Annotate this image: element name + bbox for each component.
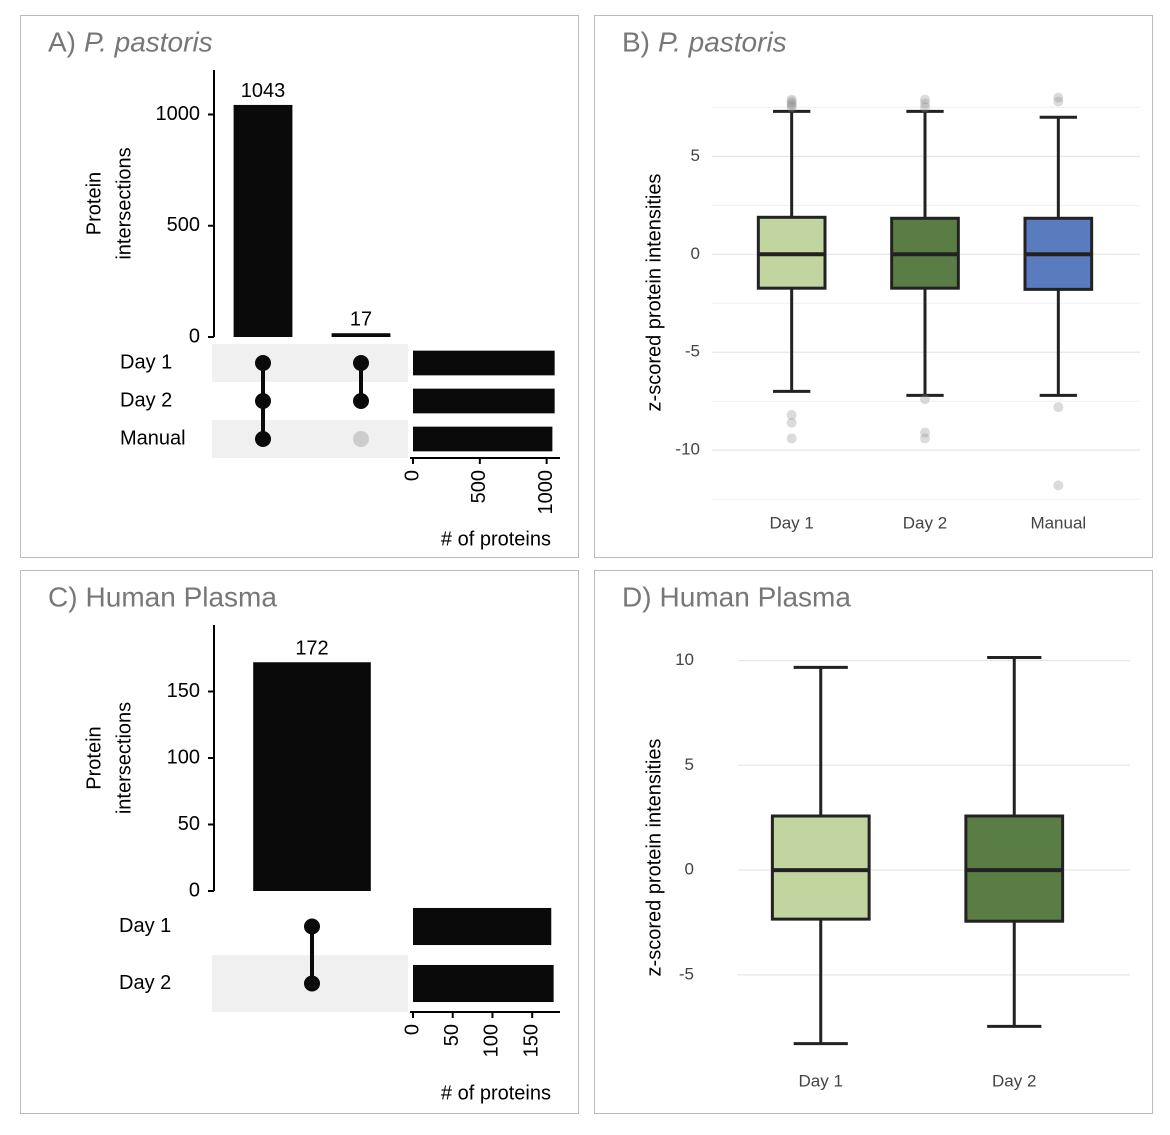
x-tick-label: 150 (520, 1024, 542, 1057)
y-axis-label: intersections (113, 702, 135, 814)
panel-title: Human Plasma (660, 581, 852, 612)
outlier (1053, 92, 1064, 103)
y-axis-label: Protein (83, 726, 105, 789)
panel-label: C) (48, 581, 78, 612)
row-shade (212, 420, 408, 458)
set-size-bar (413, 964, 554, 1003)
outlier (920, 102, 930, 113)
outlier (1053, 480, 1064, 491)
y-tick-label: 500 (167, 214, 200, 236)
set-name: Day 2 (119, 972, 171, 994)
membership-dot (353, 393, 369, 409)
x-tick-label: Day 1 (769, 513, 813, 532)
x-tick-label: 0 (401, 1024, 423, 1035)
x-axis-label: # of proteins (441, 1082, 551, 1104)
y-tick-label: 1000 (156, 103, 201, 125)
outlier (786, 433, 797, 444)
row-shade (212, 344, 408, 382)
outlier (786, 94, 797, 105)
membership-dot (255, 355, 271, 371)
set-size-bar (413, 350, 555, 376)
panel-title: P. pastoris (84, 26, 213, 57)
outlier (786, 100, 797, 111)
y-tick-label: -5 (685, 342, 700, 361)
set-size-bar (413, 388, 555, 414)
outlier (786, 409, 797, 420)
y-tick-label: -10 (675, 440, 700, 459)
x-axis-label: # of proteins (441, 528, 551, 550)
x-tick-label: 500 (468, 470, 490, 503)
outlier (920, 394, 930, 405)
y-tick-label: -5 (679, 964, 694, 983)
y-tick-label: 10 (675, 650, 694, 669)
panel-frame (594, 570, 1153, 1114)
empty-dot (353, 431, 369, 447)
outlier (920, 427, 930, 438)
outlier (920, 98, 930, 109)
y-tick-label: 0 (189, 879, 200, 901)
y-tick-label: 0 (691, 244, 700, 263)
membership-dot (304, 918, 320, 935)
panel-label: D) (622, 581, 652, 612)
set-name: Manual (120, 427, 186, 449)
y-axis-label: Protein (83, 172, 105, 235)
box (770, 814, 871, 921)
outlier (1053, 96, 1064, 107)
y-tick-label: 50 (178, 813, 200, 835)
panel-frame (594, 15, 1153, 558)
intersection-bar (331, 333, 391, 337)
x-tick-label: Day 2 (903, 513, 947, 532)
y-axis-label: z-scored protein intensities (643, 739, 665, 977)
bar-value-label: 172 (295, 638, 328, 660)
bar-value-label: 17 (350, 308, 372, 330)
panel-title: Human Plasma (86, 581, 278, 612)
y-tick-label: 5 (685, 755, 694, 774)
y-tick-label: 0 (189, 325, 200, 347)
x-tick-label: 0 (401, 470, 423, 481)
panel-label: A) (48, 26, 76, 57)
outlier (786, 102, 797, 113)
x-tick-label: Day 1 (799, 1071, 843, 1090)
outlier (786, 98, 797, 109)
x-tick-label: 100 (481, 1024, 503, 1057)
panel-frame (20, 15, 579, 558)
outlier (920, 433, 930, 444)
set-name: Day 1 (120, 351, 172, 373)
membership-dot (353, 355, 369, 371)
x-tick-label: 50 (441, 1024, 463, 1046)
membership-dot (255, 431, 271, 447)
set-size-bar (413, 907, 552, 946)
intersection-bar (233, 104, 293, 338)
set-name: Day 2 (120, 389, 172, 411)
membership-dot (304, 975, 320, 992)
set-name: Day 1 (119, 915, 171, 937)
intersection-bar (253, 662, 371, 891)
y-tick-label: 0 (685, 860, 694, 879)
y-tick-label: 150 (167, 680, 200, 702)
x-tick-label: Day 2 (992, 1071, 1036, 1090)
x-tick-label: Manual (1030, 513, 1086, 532)
y-axis-label: z-scored protein intensities (643, 174, 665, 412)
y-tick-label: 5 (691, 146, 700, 165)
bar-value-label: 1043 (241, 80, 286, 102)
x-tick-label: 1000 (535, 470, 557, 515)
outlier (786, 417, 797, 428)
panel-title: P. pastoris (658, 26, 787, 57)
y-tick-label: 100 (167, 746, 200, 768)
y-axis-label: intersections (113, 147, 135, 259)
outlier (920, 94, 930, 105)
set-size-bar (413, 426, 553, 452)
outlier (1053, 402, 1064, 413)
panel-frame (20, 570, 579, 1114)
membership-dot (255, 393, 271, 409)
panel-label: B) (622, 26, 650, 57)
outlier (786, 96, 797, 107)
